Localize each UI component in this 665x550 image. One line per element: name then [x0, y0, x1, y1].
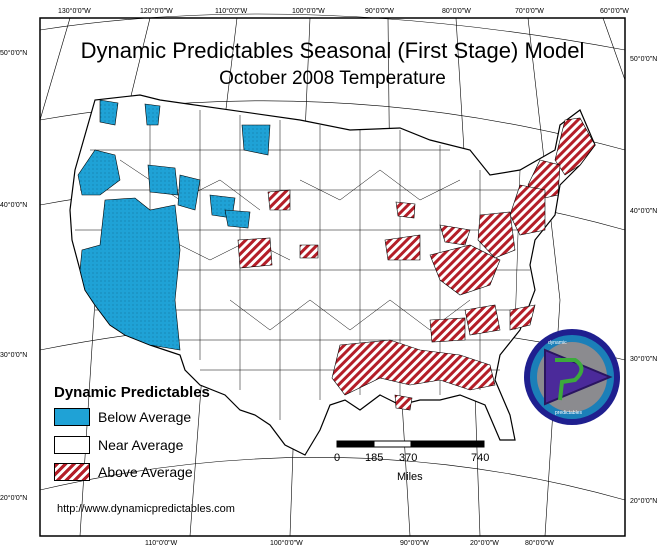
map-frame	[39, 17, 626, 537]
lon-label: 80°0'0"W	[442, 8, 471, 15]
lat-label: 50°0'0"N	[630, 56, 658, 63]
logo-text-bottom: predictables	[555, 410, 582, 416]
dynamic-predictables-logo	[524, 329, 620, 425]
scale-tick-label: 370	[399, 452, 418, 464]
map-title: Dynamic Predictables Seasonal (First Sta…	[80, 38, 585, 63]
lon-label: 20°0'0"W	[470, 540, 499, 547]
lon-label: 100°0'0"W	[292, 8, 325, 15]
above-average-regions	[237, 117, 596, 411]
lat-label: 30°0'0"N	[630, 356, 658, 363]
lat-label: 50°0'0"N	[0, 50, 28, 57]
scale-tick-label: 740	[471, 452, 490, 464]
lon-label: 60°0'0"W	[600, 8, 629, 15]
lat-label: 20°0'0"N	[630, 498, 658, 505]
lon-label: 110°0'0"W	[215, 8, 248, 15]
near-average-swatch	[54, 436, 90, 454]
lon-label: 80°0'0"W	[525, 540, 554, 547]
lon-label: 90°0'0"W	[400, 540, 429, 547]
below-average-regions	[77, 99, 271, 351]
legend-label: Above Average	[98, 464, 193, 480]
above-average-swatch	[54, 463, 90, 481]
website-url[interactable]: http://www.dynamicpredictables.com	[57, 503, 235, 515]
map-subtitle: October 2008 Temperature	[219, 68, 446, 89]
lon-label: 70°0'0"W	[515, 8, 544, 15]
lat-label: 20°0'0"N	[0, 495, 28, 502]
scale-unit: Miles	[397, 471, 423, 483]
lon-label: 110°0'0"W	[145, 540, 178, 547]
legend-label: Near Average	[98, 437, 184, 453]
lon-label: 120°0'0"W	[140, 8, 173, 15]
legend-title: Dynamic Predictables	[54, 384, 210, 401]
lon-label: 130°0'0"W	[58, 8, 91, 15]
scale-tick-label: 0	[334, 452, 341, 464]
lat-label: 30°0'0"N	[0, 352, 28, 359]
scale-tick-label: 185	[365, 452, 384, 464]
lon-label: 100°0'0"W	[270, 540, 303, 547]
below-average-swatch	[54, 408, 90, 426]
lat-label: 40°0'0"N	[0, 202, 28, 209]
lon-label: 90°0'0"W	[365, 8, 394, 15]
legend-label: Below Average	[98, 409, 192, 425]
lat-label: 40°0'0"N	[630, 208, 658, 215]
logo-text-top: dynamic	[548, 340, 567, 346]
scale-bar	[336, 440, 485, 448]
